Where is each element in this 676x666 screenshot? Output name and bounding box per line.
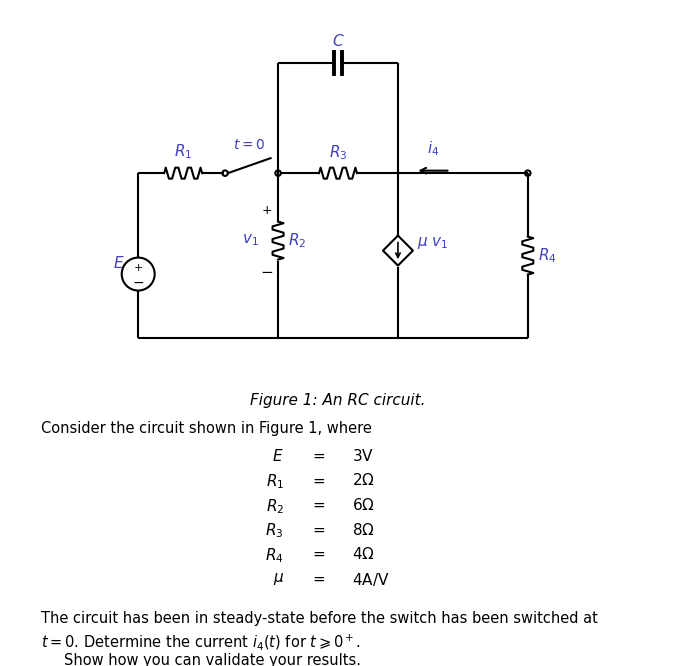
Text: Figure 1: An RC circuit.: Figure 1: An RC circuit.: [250, 393, 426, 408]
Text: $i_4$: $i_4$: [427, 139, 439, 159]
Text: $=$: $=$: [310, 448, 326, 463]
Text: $R_1$: $R_1$: [266, 472, 284, 491]
Text: $R_2$: $R_2$: [266, 497, 284, 515]
Text: $R_3$: $R_3$: [266, 521, 284, 540]
Text: $-$: $-$: [132, 274, 144, 288]
Text: $t = 0$: $t = 0$: [233, 138, 265, 153]
Text: $2\Omega$: $2\Omega$: [352, 472, 375, 488]
Text: $R_2$: $R_2$: [288, 231, 306, 250]
Text: $=$: $=$: [310, 521, 326, 537]
Text: $E$: $E$: [272, 448, 284, 464]
Text: $-$: $-$: [260, 263, 274, 278]
Text: $R_1$: $R_1$: [174, 142, 192, 161]
Text: $=$: $=$: [310, 571, 326, 586]
Text: $t = 0$. Determine the current $i_4(t)$ for $t \geqslant 0^+$.: $t = 0$. Determine the current $i_4(t)$ …: [41, 633, 360, 652]
Text: $R_4$: $R_4$: [265, 546, 284, 565]
Text: The circuit has been in steady-state before the switch has been switched at: The circuit has been in steady-state bef…: [41, 611, 598, 627]
Text: $=$: $=$: [310, 546, 326, 561]
Text: $R_3$: $R_3$: [329, 143, 347, 163]
Text: $R_4$: $R_4$: [538, 246, 556, 265]
Text: $E$: $E$: [114, 255, 125, 271]
Text: $6\Omega$: $6\Omega$: [352, 497, 375, 513]
Text: $v_1$: $v_1$: [242, 232, 259, 248]
Text: $\mu$: $\mu$: [272, 571, 284, 587]
Text: $=$: $=$: [310, 497, 326, 512]
Text: Consider the circuit shown in Figure 1, where: Consider the circuit shown in Figure 1, …: [41, 422, 371, 436]
Text: $\mu\ v_1$: $\mu\ v_1$: [417, 235, 448, 251]
Text: $8\Omega$: $8\Omega$: [352, 521, 375, 537]
Text: $4\mathrm{A/V}$: $4\mathrm{A/V}$: [352, 571, 389, 588]
Text: $+$: $+$: [133, 262, 143, 273]
Text: $C$: $C$: [332, 33, 344, 49]
Text: $3\mathrm{V}$: $3\mathrm{V}$: [352, 448, 374, 464]
Text: $4\Omega$: $4\Omega$: [352, 546, 375, 562]
Text: $=$: $=$: [310, 472, 326, 488]
Text: $+$: $+$: [262, 204, 272, 217]
Text: Show how you can validate your results.: Show how you can validate your results.: [64, 653, 361, 666]
